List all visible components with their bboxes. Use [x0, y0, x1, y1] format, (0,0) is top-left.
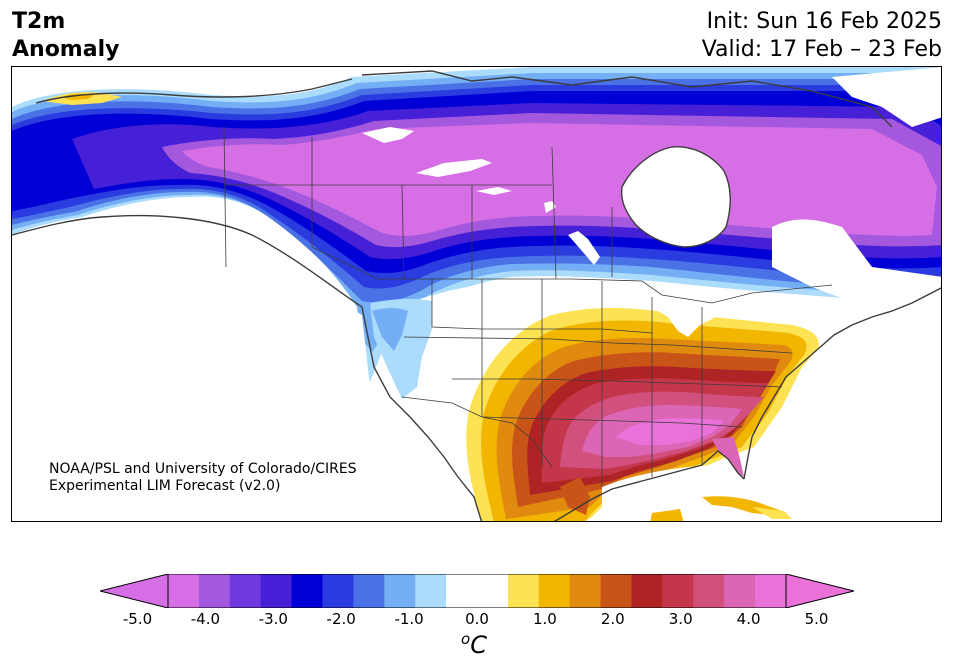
yucatan-warm	[650, 509, 684, 521]
colorbar-extend-high	[785, 574, 854, 608]
hudson-coastline	[620, 146, 731, 248]
gulf-coastline	[553, 450, 745, 521]
colorbar-cell	[477, 574, 509, 608]
unit-letter: C	[470, 631, 487, 659]
boundaries	[12, 70, 941, 521]
band-cold-max	[182, 123, 937, 236]
anomaly-map	[11, 66, 942, 522]
lake-athabasca	[476, 187, 512, 195]
colorbar-cell	[507, 574, 540, 608]
colorbar-tick: 1.0	[532, 610, 557, 628]
colorbar-tick: -4.0	[190, 610, 221, 628]
canada-prov-1	[311, 137, 379, 280]
title-line-2: Anomaly	[12, 37, 120, 62]
great-lakes	[650, 294, 724, 337]
colorbar-cell	[724, 574, 756, 608]
canada-prov-2	[401, 184, 405, 280]
hudson-bay	[621, 146, 731, 247]
colorbar-cell	[755, 574, 787, 608]
florida-warm	[712, 437, 744, 477]
colorbar-cell	[415, 574, 447, 608]
us-state-row-2	[403, 336, 793, 354]
credit-line-1: NOAA/PSL and University of Colorado/CIRE…	[49, 461, 357, 477]
colorbar	[100, 574, 854, 608]
colorbar-cell	[291, 574, 323, 608]
colorbar-unit: oC	[461, 630, 487, 659]
colorbar-tick: -3.0	[258, 610, 288, 628]
reindeer-lake	[544, 201, 556, 213]
cuba-warm-outer	[752, 507, 792, 519]
greenland-gap	[832, 67, 941, 127]
us-canada-border	[378, 278, 833, 304]
valid-range: Valid: 17 Feb – 23 Feb	[701, 37, 942, 62]
great-slave-lake	[416, 159, 492, 177]
colorbar-tick: -5.0	[122, 610, 153, 628]
unit-degree: o	[461, 630, 471, 648]
us-state-row-1	[431, 279, 653, 334]
colorbar-tick: 5.0	[804, 610, 829, 628]
map-title: T2m Anomaly	[12, 8, 119, 64]
political-borders	[223, 126, 833, 487]
us-mexico-border	[401, 396, 553, 468]
lake-winnipeg	[568, 231, 600, 265]
colorbar-tick: 2.0	[600, 610, 625, 628]
colorbar-cell	[662, 574, 694, 608]
east-coastline	[743, 287, 941, 480]
alaska-north-warm-1	[62, 93, 94, 100]
pacific	[12, 225, 471, 521]
colorbar-tick: -2.0	[326, 610, 356, 628]
colorbar-cell	[631, 574, 663, 608]
colorbar-cell	[693, 574, 725, 608]
colorbar-tick: 4.0	[736, 610, 761, 628]
init-date: Init: Sun 16 Feb 2025	[706, 9, 942, 34]
colorbar-cell	[569, 574, 602, 608]
alaska-border	[223, 126, 227, 268]
colorbar-cell	[446, 574, 478, 608]
map-credit: NOAA/PSL and University of Colorado/CIRE…	[49, 461, 357, 495]
colorbar-extend-low	[100, 574, 169, 608]
west-coastline	[12, 214, 483, 521]
colorbar-tick: 3.0	[668, 610, 693, 628]
gulf-of-mexico	[602, 465, 722, 513]
atlantic	[772, 219, 941, 521]
colorbar-tick: 0.0	[465, 610, 489, 628]
title-line-1: T2m	[12, 9, 66, 34]
colorbar-cell	[600, 574, 632, 608]
colorbar-outline	[167, 574, 787, 608]
west-coast-cold-1	[372, 308, 408, 351]
colorbar-cells	[168, 574, 787, 608]
us-state-row-3	[452, 378, 783, 388]
map-canvas	[12, 67, 941, 521]
great-bear-lake	[362, 127, 414, 143]
colorbar-cell	[353, 574, 385, 608]
canada-prov-4	[551, 146, 557, 280]
forecast-dates: Init: Sun 16 Feb 2025 Valid: 17 Feb – 23…	[702, 8, 942, 64]
colorbar-cell	[198, 574, 231, 608]
north-america-landmass	[12, 67, 941, 521]
band-warm-5	[616, 418, 724, 445]
credit-line-2: Experimental LIM Forecast (v2.0)	[49, 478, 281, 494]
colorbar-cell	[384, 574, 416, 608]
colorbar-cell	[260, 574, 293, 608]
arctic-islands	[361, 70, 893, 128]
colorbar-cell	[229, 574, 262, 608]
colorbar-tick: -1.0	[394, 610, 424, 628]
alaska-north-coast	[35, 78, 353, 104]
colorbar-cell	[322, 574, 354, 608]
colorbar-tick-labels: -5.0 -4.0 -3.0 -2.0 -1.0 0.0 1.0 2.0 3.0 4.0 5.0	[0, 610, 954, 632]
colorbar-cell	[168, 574, 200, 608]
colorbar-cell	[538, 574, 571, 608]
